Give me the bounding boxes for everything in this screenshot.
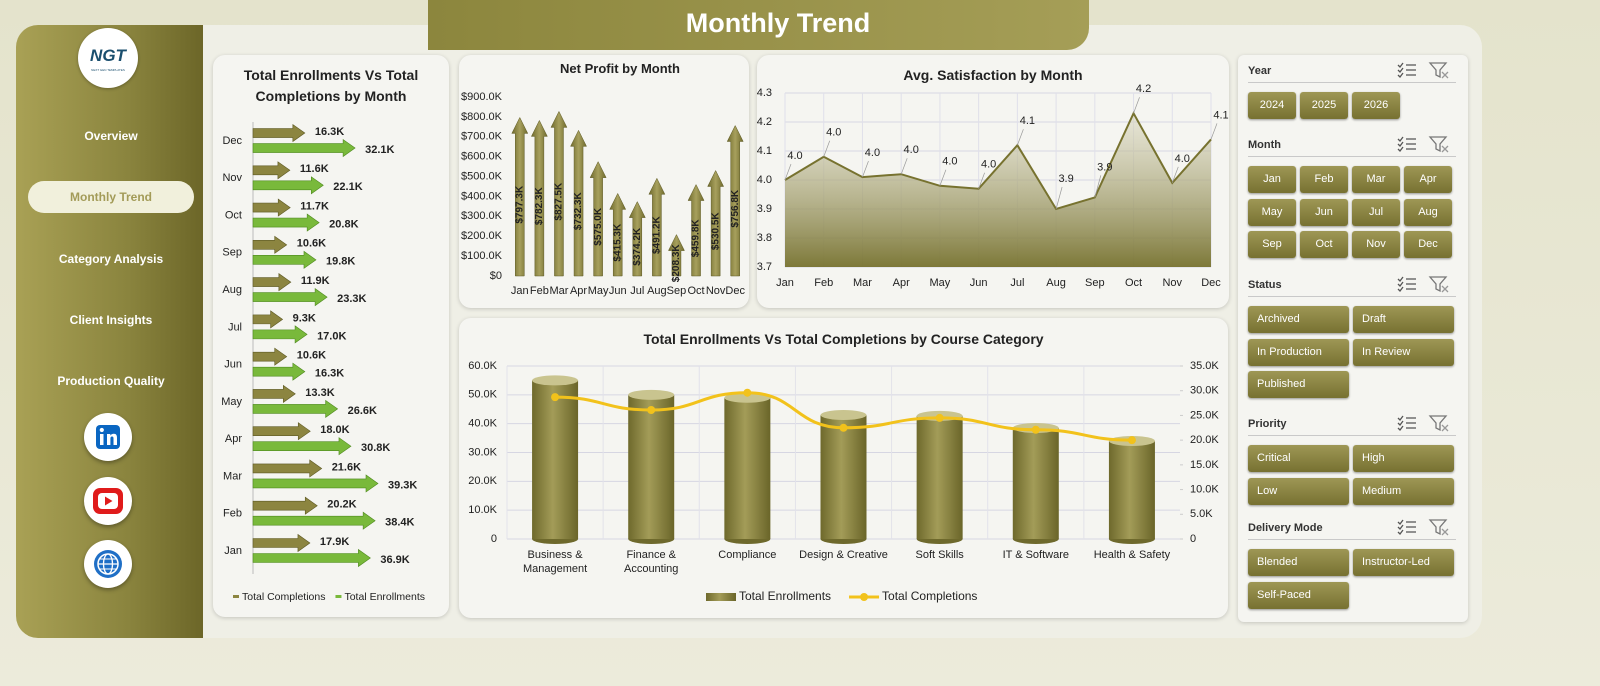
slicer-divider xyxy=(1248,156,1456,157)
slicer-button[interactable]: In Production xyxy=(1248,338,1349,366)
slicer-button[interactable]: Sep xyxy=(1248,231,1296,258)
select-multiple-icon[interactable] xyxy=(1396,135,1418,158)
slicer-button[interactable]: Medium xyxy=(1353,477,1454,505)
nav-item[interactable]: Overview xyxy=(84,129,138,143)
slicer-button[interactable]: In Review xyxy=(1353,338,1454,366)
slicer-button[interactable]: Critical xyxy=(1248,445,1349,472)
slicer-divider xyxy=(1248,435,1456,436)
select-multiple-icon[interactable] xyxy=(1396,518,1418,541)
card-monthly-enrollments xyxy=(213,55,449,617)
card-net-profit xyxy=(459,55,749,308)
slicer-button[interactable]: Instructor-Led xyxy=(1353,549,1454,576)
slicer-title: Priority xyxy=(1248,418,1287,430)
x-tick-label: Soft Skills xyxy=(915,549,964,561)
logo-text: NGT xyxy=(90,46,126,65)
chart-title: Net Profit by Month xyxy=(560,61,680,76)
slicer-title: Month xyxy=(1248,139,1281,151)
slicer-button[interactable]: Self-Paced xyxy=(1248,581,1349,609)
slicer-button[interactable]: High xyxy=(1353,445,1454,472)
slicer-button[interactable]: Low xyxy=(1248,477,1349,505)
logo: NGT NEXT GEN TEMPLATES xyxy=(78,28,138,88)
clear-filter-icon[interactable] xyxy=(1428,518,1450,541)
nav-item[interactable]: Production Quality xyxy=(57,374,165,388)
clear-filter-icon[interactable] xyxy=(1428,275,1450,298)
slicer-button[interactable]: Jun xyxy=(1300,198,1348,226)
x-tick-label: Finance & Accounting xyxy=(623,549,679,575)
globe-icon xyxy=(94,550,122,578)
slicer-divider xyxy=(1248,82,1456,83)
nav-item[interactable]: Category Analysis xyxy=(58,252,164,266)
linkedin-icon xyxy=(96,425,120,449)
x-tick-label: IT & Software xyxy=(1002,549,1069,561)
chart-title: Avg. Satisfaction by Month xyxy=(903,67,1083,83)
select-multiple-icon[interactable] xyxy=(1396,414,1418,437)
x-tick-label: Design & Creative xyxy=(799,549,888,561)
slicer-button[interactable]: Aug xyxy=(1404,198,1452,226)
youtube-icon xyxy=(93,488,123,514)
chart-title: Total Enrollments Vs Total Completions b… xyxy=(243,67,419,104)
slicer-divider xyxy=(1248,296,1456,297)
nav-item[interactable]: Monthly Trend xyxy=(28,181,194,213)
slicer-button[interactable]: May xyxy=(1248,198,1296,226)
slicer-button[interactable]: Nov xyxy=(1352,231,1400,258)
slicer-button[interactable]: Oct xyxy=(1300,231,1348,258)
select-multiple-icon[interactable] xyxy=(1396,61,1418,84)
sidebar xyxy=(16,25,203,638)
slicer-button[interactable]: 2024 xyxy=(1248,92,1296,119)
slicer-divider xyxy=(1248,539,1456,540)
x-tick-label: Health & Safety xyxy=(1093,549,1171,561)
slicer-button[interactable]: Dec xyxy=(1404,231,1452,258)
slicer-title: Year xyxy=(1248,65,1272,77)
card-satisfaction xyxy=(757,55,1229,308)
website-button[interactable] xyxy=(84,540,132,588)
linkedin-button[interactable] xyxy=(84,413,132,461)
clear-filter-icon[interactable] xyxy=(1428,414,1450,437)
slicer-title: Status xyxy=(1248,279,1282,291)
youtube-button[interactable] xyxy=(84,477,132,525)
slicer-title: Delivery Mode xyxy=(1248,522,1323,534)
slicer-button[interactable]: Mar xyxy=(1352,166,1400,193)
header-tab xyxy=(428,0,1089,50)
slicer-button[interactable]: Published xyxy=(1248,371,1349,398)
x-tick-label: Business & Management xyxy=(522,549,588,575)
x-tick-label: Compliance xyxy=(718,549,777,561)
select-multiple-icon[interactable] xyxy=(1396,275,1418,298)
slicer-button[interactable]: Jan xyxy=(1248,166,1296,193)
clear-filter-icon[interactable] xyxy=(1428,135,1450,158)
slicer-button[interactable]: Apr xyxy=(1404,166,1452,193)
slicer-button[interactable]: Archived xyxy=(1248,306,1349,333)
slicer-button[interactable]: 2026 xyxy=(1352,92,1400,119)
header-title: Monthly Trend xyxy=(685,8,871,38)
logo-subtext: NEXT GEN TEMPLATES xyxy=(91,68,125,72)
nav-item[interactable]: Client Insights xyxy=(69,313,153,327)
clear-filter-icon[interactable] xyxy=(1428,61,1450,84)
slicer-button[interactable]: Draft xyxy=(1353,306,1454,333)
slicer-button[interactable]: Feb xyxy=(1300,166,1348,193)
slicer-button[interactable]: Jul xyxy=(1352,198,1400,226)
slicer-button[interactable]: Blended xyxy=(1248,549,1349,576)
slicer-button[interactable]: 2025 xyxy=(1300,92,1348,119)
chart-title: Total Enrollments Vs Total Completions b… xyxy=(643,331,1044,347)
